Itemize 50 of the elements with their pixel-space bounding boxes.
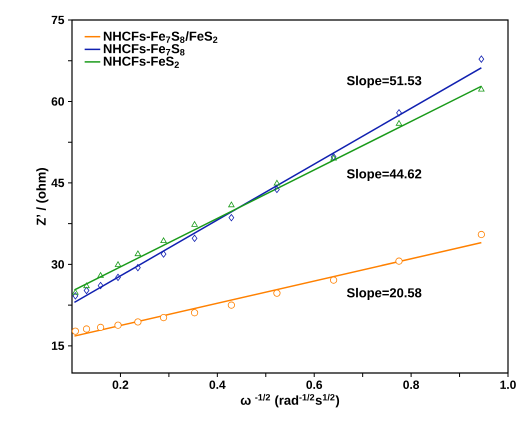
legend-label: NHCFs-FeS$_{2}$: [104, 56, 179, 68]
x-axis-title: ω $^{-1/2}$ (rad$^{-1/2}$s$^{1/2}$): [240, 394, 340, 408]
point: [135, 264, 141, 272]
y-tick-label: 45: [51, 178, 64, 188]
y-axis-title: Z’ / (ohm): [36, 168, 48, 226]
point: [396, 109, 402, 116]
point: [478, 56, 484, 63]
point: [228, 214, 234, 222]
point: [82, 325, 90, 333]
point: [228, 302, 235, 309]
point: [478, 230, 485, 238]
y-tick-label: 60: [52, 97, 64, 106]
point: [274, 186, 280, 194]
x-tick-label: 0.4: [209, 380, 226, 389]
point: [160, 250, 166, 258]
point: [274, 180, 280, 186]
point: [190, 309, 198, 316]
y-tick-label: 75: [52, 16, 64, 24]
x-tick-label: 0.6: [306, 380, 322, 389]
legend-label: NHCFs-Fe$_{7}$S$_{8}$/FeS$_{2}$: [104, 31, 218, 43]
point: [115, 274, 121, 282]
x-tick-label: 0.8: [403, 380, 420, 389]
point: [83, 282, 90, 288]
point: [396, 120, 402, 126]
point: [84, 286, 90, 294]
point: [228, 202, 235, 208]
point: [395, 258, 403, 265]
point: [72, 328, 79, 335]
y-tick-label: 15: [52, 342, 64, 350]
point: [114, 261, 122, 267]
point: [98, 282, 104, 290]
x-tick-label: 1.0: [500, 380, 516, 389]
point: [134, 250, 142, 256]
point: [191, 221, 198, 227]
point: [72, 292, 78, 300]
point: [114, 322, 122, 329]
point: [96, 324, 104, 331]
point: [330, 276, 338, 284]
y-tick-label: 30: [51, 260, 64, 269]
point: [192, 234, 198, 242]
annotation: Slope=44.62: [346, 168, 422, 181]
point: [273, 290, 281, 297]
legend-label: NHCFs-Fe$_{7}$S$_{8}$: [104, 44, 185, 56]
annotation: Slope=20.58: [346, 288, 422, 300]
point: [134, 318, 142, 326]
point: [160, 237, 167, 244]
annotation: Slope=51.53: [346, 76, 422, 88]
point: [160, 314, 168, 322]
x-tick-label: 0.2: [112, 380, 128, 389]
point: [97, 272, 104, 278]
